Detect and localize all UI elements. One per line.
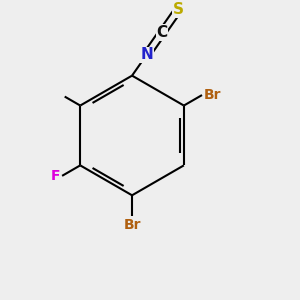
Text: Br: Br bbox=[123, 218, 141, 232]
Text: Br: Br bbox=[203, 88, 221, 102]
Text: F: F bbox=[51, 169, 61, 183]
Text: S: S bbox=[173, 2, 184, 17]
Text: N: N bbox=[140, 47, 153, 62]
Text: C: C bbox=[157, 25, 168, 40]
